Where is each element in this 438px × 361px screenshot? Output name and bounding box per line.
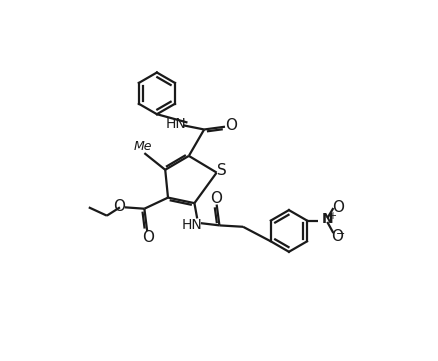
Text: O: O <box>330 229 342 244</box>
Text: HN: HN <box>165 117 185 131</box>
Text: S: S <box>216 163 226 178</box>
Text: O: O <box>141 230 154 245</box>
Text: O: O <box>332 200 343 215</box>
Text: N: N <box>321 212 332 226</box>
Text: HN: HN <box>181 218 201 231</box>
Text: +: + <box>327 210 335 221</box>
Text: O: O <box>225 118 237 133</box>
Text: Me: Me <box>134 140 152 153</box>
Text: O: O <box>113 199 125 214</box>
Text: O: O <box>210 191 222 206</box>
Text: −: − <box>336 230 345 239</box>
